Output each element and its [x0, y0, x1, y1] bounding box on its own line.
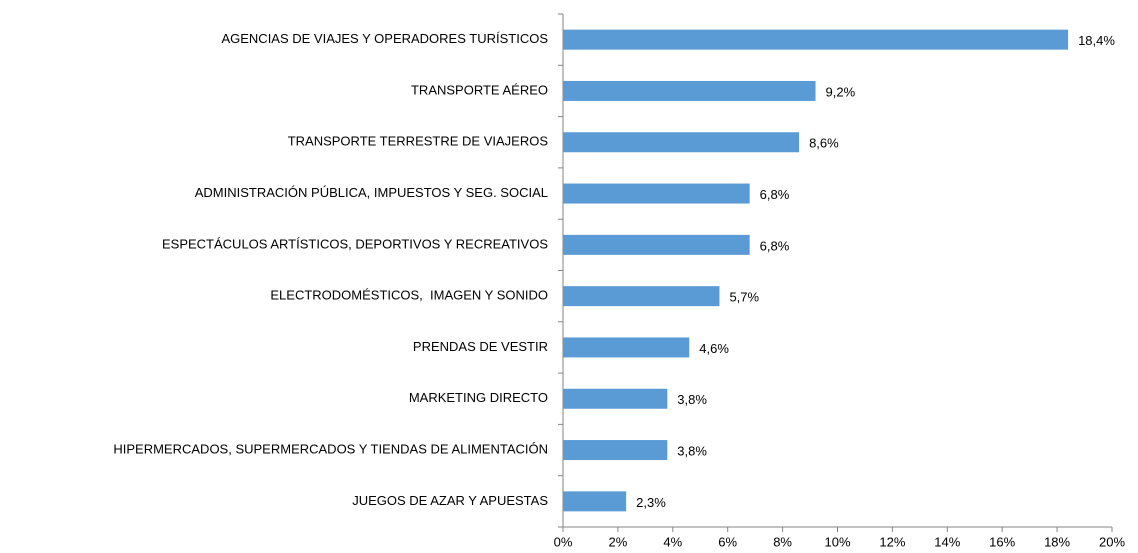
x-tick-label: 20% — [1099, 534, 1125, 549]
y-tick-label: HIPERMERCADOS, SUPERMERCADOS Y TIENDAS D… — [113, 441, 548, 456]
y-tick-label: TRANSPORTE AÉREO — [411, 82, 548, 97]
value-label: 6,8% — [760, 238, 790, 253]
bar — [563, 440, 668, 461]
y-tick-label: ELECTRODOMÉSTICOS, IMAGEN Y SONIDO — [270, 288, 548, 303]
x-tick-label: 2% — [609, 534, 628, 549]
x-tick-label: 14% — [934, 534, 960, 549]
x-tick-label: 10% — [824, 534, 850, 549]
value-label: 3,8% — [677, 392, 707, 407]
bar — [563, 491, 627, 512]
x-tick-label: 8% — [773, 534, 792, 549]
x-tick-label: 16% — [989, 534, 1015, 549]
bar — [563, 132, 800, 153]
y-tick-label: ADMINISTRACIÓN PÚBLICA, IMPUESTOS Y SEG.… — [195, 185, 548, 200]
x-tick-label: 18% — [1044, 534, 1070, 549]
bar — [563, 234, 750, 255]
bar — [563, 337, 690, 358]
bar — [563, 80, 816, 101]
bar — [563, 286, 720, 307]
y-tick-label: MARKETING DIRECTO — [409, 390, 548, 405]
y-tick-label: TRANSPORTE TERRESTRE DE VIAJEROS — [288, 134, 549, 149]
bar — [563, 183, 750, 204]
bar — [563, 388, 668, 409]
value-label: 3,8% — [677, 443, 707, 458]
value-label: 2,3% — [636, 495, 666, 510]
x-tick-label: 0% — [554, 534, 573, 549]
value-label: 8,6% — [809, 136, 839, 151]
value-label: 6,8% — [760, 187, 790, 202]
value-label: 5,7% — [729, 290, 759, 305]
bar — [563, 29, 1069, 50]
y-tick-label: ESPECTÁCULOS ARTÍSTICOS, DEPORTIVOS Y RE… — [162, 236, 548, 251]
x-tick-label: 12% — [879, 534, 905, 549]
value-label: 4,6% — [699, 341, 729, 356]
y-tick-label: JUEGOS DE AZAR Y APUESTAS — [352, 493, 548, 508]
y-tick-label: AGENCIAS DE VIAJES Y OPERADORES TURÍSTIC… — [221, 31, 548, 46]
value-label: 18,4% — [1078, 33, 1115, 48]
value-label: 9,2% — [826, 84, 856, 99]
x-tick-label: 4% — [663, 534, 682, 549]
x-tick-label: 6% — [718, 534, 737, 549]
y-tick-label: PRENDAS DE VESTIR — [413, 339, 548, 354]
